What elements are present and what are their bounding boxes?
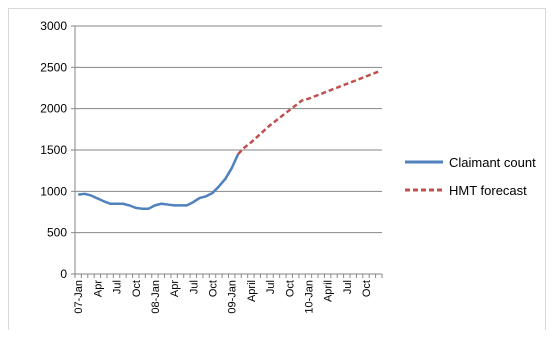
x-tick-label: 07-Jan (73, 280, 85, 314)
x-tick-label: Jul (265, 280, 277, 294)
series-line-hmt-forecast (237, 70, 380, 155)
x-axis-ticks: 07-Jan Apr Jul Oct 08-Jan Apr Jul Oct 09-Jan Apri… (73, 274, 383, 314)
chart-border (8, 8, 546, 330)
series-lines (78, 70, 380, 210)
x-tick-label: 08-Jan (150, 280, 162, 314)
x-tick-label: April (246, 280, 258, 302)
x-tick-label: Oct (284, 280, 296, 297)
y-tick-label: 3000 (40, 19, 67, 33)
legend: Claimant count HMT forecast (405, 155, 536, 198)
x-tick-label: April (323, 280, 335, 302)
x-tick-label: Oct (208, 280, 220, 297)
gridlines (75, 25, 382, 234)
x-tick-label: Oct (131, 280, 143, 297)
x-tick-label: Jul (342, 280, 354, 294)
legend-label: HMT forecast (449, 183, 527, 198)
y-tick-label: 2000 (40, 102, 67, 116)
x-tick-label: 10-Jan (303, 280, 315, 314)
series-line-claimant-count (78, 153, 240, 210)
y-tick-label: 1000 (40, 184, 67, 198)
x-tick-label: Apr (92, 280, 104, 297)
y-tick-label: 2500 (40, 60, 67, 74)
y-tick-label: 0 (60, 267, 67, 281)
x-tick-label: Apr (169, 280, 181, 297)
y-tick-label: 500 (47, 226, 67, 240)
y-tick-label: 1500 (40, 143, 67, 157)
x-tick-label: 09-Jan (227, 280, 239, 314)
x-tick-label: Jul (188, 280, 200, 294)
legend-label: Claimant count (449, 155, 536, 170)
x-tick-label: Oct (361, 280, 373, 297)
x-tick-label: Jul (112, 280, 124, 294)
y-axis-ticks: 0 500 1000 1500 2000 2500 3000 (40, 19, 75, 281)
